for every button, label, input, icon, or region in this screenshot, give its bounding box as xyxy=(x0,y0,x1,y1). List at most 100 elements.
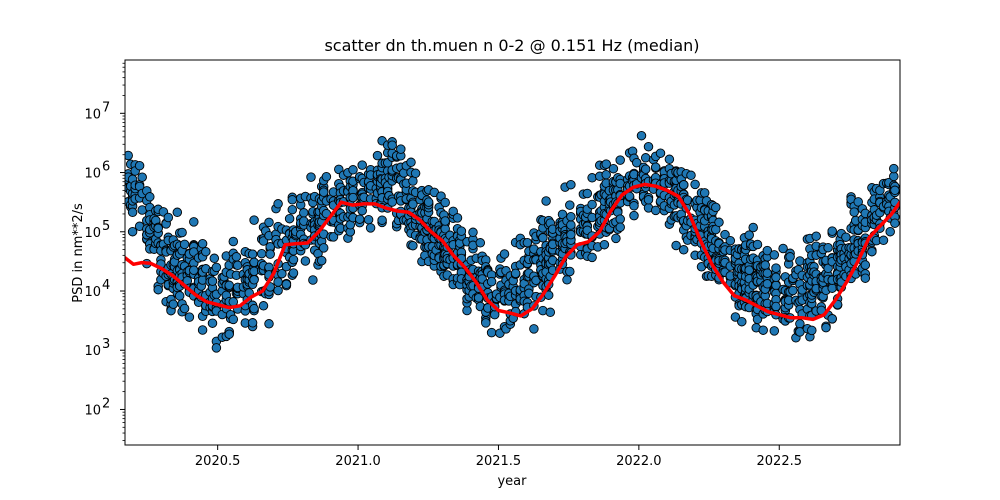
x-tick-label: 2020.5 xyxy=(195,454,241,469)
y-tick-exponent: 7 xyxy=(102,100,110,115)
scatter-point xyxy=(823,242,833,253)
scatter-point xyxy=(318,243,329,253)
scatter-point xyxy=(510,268,521,279)
x-axis: 2020.5 2021.0 2021.5 2022.0 2022.5 xyxy=(195,445,802,469)
scatter-point xyxy=(231,252,242,262)
x-axis-label: year xyxy=(497,474,527,489)
scatter-point xyxy=(300,256,311,266)
scatter-point xyxy=(587,173,597,183)
median-line-layer xyxy=(125,182,900,322)
scatter-point xyxy=(545,307,556,318)
scatter-point xyxy=(566,179,576,190)
scatter-point xyxy=(316,255,327,266)
scatter-point xyxy=(281,279,292,290)
scatter-point xyxy=(737,316,747,327)
scatter-point xyxy=(284,213,295,224)
scatter-point xyxy=(357,205,367,216)
y-tick-exponent: 6 xyxy=(102,160,110,175)
scatter-point xyxy=(730,312,741,322)
scatter-point xyxy=(249,215,259,225)
scatter-point xyxy=(885,226,895,237)
scatter-point xyxy=(452,213,463,223)
scatter-point xyxy=(456,226,467,236)
scatter-point xyxy=(640,164,651,174)
y-tick-label: 10 xyxy=(84,344,101,359)
y-tick-exponent: 3 xyxy=(102,337,110,352)
scatter-point xyxy=(440,216,450,226)
scatter-point xyxy=(201,246,211,257)
scatter-point xyxy=(209,253,220,264)
x-tick-label: 2022.0 xyxy=(616,454,662,469)
scatter-point xyxy=(889,171,899,182)
scatter-point xyxy=(744,265,754,275)
scatter-point xyxy=(177,227,187,238)
scatter-point xyxy=(440,197,450,208)
scatter-point xyxy=(601,169,611,180)
scatter-point xyxy=(211,343,222,353)
scatter-point xyxy=(377,215,387,225)
scatter-point xyxy=(308,275,318,285)
scatter-point xyxy=(163,212,174,223)
y-tick-label: 10 xyxy=(84,107,101,122)
scatter-point xyxy=(758,325,768,335)
scatter-point xyxy=(587,199,597,210)
scatter-point xyxy=(247,249,258,259)
scatter-point xyxy=(778,243,788,254)
scatter-point xyxy=(795,319,805,329)
scatter-point xyxy=(197,238,208,249)
scatter-point xyxy=(841,232,851,242)
scatter-point xyxy=(410,168,421,179)
scatter-point xyxy=(529,324,539,334)
scatter-point xyxy=(748,222,758,233)
scatter-point xyxy=(690,179,700,190)
scatter-point xyxy=(725,235,736,246)
scatter-point xyxy=(853,197,863,207)
chart-title: scatter dn th.muen n 0-2 @ 0.151 Hz (med… xyxy=(324,36,699,55)
scatter-point xyxy=(827,283,837,293)
scatter-point xyxy=(153,223,163,234)
scatter-point xyxy=(475,238,486,248)
scatter-point xyxy=(197,325,208,335)
scatter-point xyxy=(752,239,763,250)
plot-frame xyxy=(124,59,901,446)
scatter-point xyxy=(650,162,661,172)
scatter-point xyxy=(771,272,781,283)
scatter-point xyxy=(249,303,259,314)
scatter-point xyxy=(650,205,661,216)
scatter-point xyxy=(890,185,900,196)
y-tick-exponent: 4 xyxy=(102,278,110,293)
scatter-point xyxy=(249,257,259,268)
x-tick-label: 2022.5 xyxy=(757,454,803,469)
scatter-point xyxy=(821,322,831,333)
scatter-point xyxy=(189,217,199,227)
scatter-point xyxy=(562,275,572,285)
scatter-point xyxy=(860,273,871,283)
y-tick-exponent: 5 xyxy=(102,219,110,234)
scatter-point xyxy=(363,214,374,225)
scatter-point xyxy=(762,245,773,256)
scatter-point xyxy=(785,252,795,262)
scatter-point xyxy=(189,265,199,275)
scatter-point xyxy=(486,276,497,287)
scatter-point xyxy=(587,212,597,223)
scatter-point xyxy=(172,207,183,218)
scatter-point xyxy=(769,326,780,336)
scatter-point xyxy=(849,207,859,217)
scatter-point xyxy=(624,191,635,202)
scatter-point xyxy=(769,250,780,260)
scatter-point xyxy=(184,312,195,322)
scatter-point xyxy=(125,150,133,161)
scatter-point xyxy=(640,153,651,163)
scatter-point xyxy=(153,284,163,295)
scatter-point xyxy=(601,159,611,169)
scatter-point xyxy=(423,197,434,207)
scatter-point xyxy=(287,195,298,205)
scatter-point xyxy=(615,155,625,165)
scatter-point xyxy=(137,172,147,182)
x-tick-label: 2021.5 xyxy=(476,454,522,469)
scatter-point xyxy=(258,301,269,311)
scatter-point xyxy=(771,263,781,273)
scatter-point xyxy=(224,280,234,291)
scatter-point xyxy=(264,319,274,329)
